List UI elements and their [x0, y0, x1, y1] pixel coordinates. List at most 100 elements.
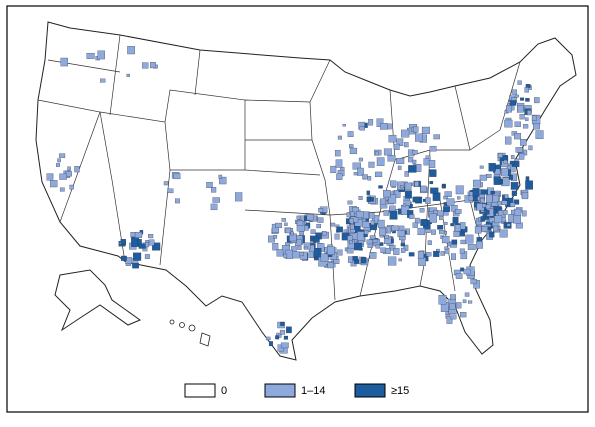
county-patch	[488, 163, 496, 172]
county-patch	[470, 278, 477, 285]
county-patch	[451, 239, 458, 245]
county-patch	[173, 173, 181, 180]
county-patch	[120, 239, 126, 245]
county-patch	[433, 134, 440, 140]
county-patch	[397, 230, 406, 237]
county-patch	[429, 213, 437, 223]
county-patch	[69, 184, 74, 190]
county-patch	[446, 198, 455, 206]
county-patch	[418, 257, 426, 266]
county-patch	[400, 247, 406, 253]
county-patch	[56, 163, 60, 167]
county-patch	[398, 258, 402, 262]
county-patch	[494, 215, 503, 224]
county-patch	[534, 97, 540, 104]
county-patch	[393, 248, 400, 255]
county-patch	[430, 187, 439, 194]
county-patch	[350, 229, 356, 233]
county-patch	[450, 223, 455, 227]
county-patch	[376, 157, 385, 166]
county-patch	[167, 188, 174, 194]
county-patch	[446, 316, 453, 324]
county-patch	[480, 216, 486, 222]
county-patch	[425, 197, 431, 204]
county-patch	[449, 303, 456, 310]
county-patch	[467, 244, 476, 250]
county-patch	[502, 156, 509, 161]
county-patch	[439, 216, 444, 220]
county-patch	[330, 222, 336, 227]
county-patch	[472, 188, 480, 197]
county-patch	[403, 142, 409, 148]
county-patch	[455, 302, 462, 309]
county-patch	[391, 225, 400, 231]
county-patch	[374, 151, 379, 156]
county-patch	[400, 243, 406, 247]
county-patch	[487, 226, 492, 231]
county-patch	[206, 182, 213, 188]
county-patch	[376, 118, 384, 127]
county-patch	[59, 187, 65, 192]
county-patch	[455, 273, 463, 279]
county-patch	[429, 169, 437, 177]
county-patch	[441, 184, 446, 188]
county-patch	[433, 250, 440, 257]
county-patch	[370, 197, 374, 202]
county-patch	[335, 159, 343, 168]
county-patch	[333, 259, 340, 264]
county-patch	[509, 202, 516, 208]
county-patch	[514, 133, 522, 140]
county-patch	[511, 89, 517, 95]
county-patch	[513, 199, 520, 205]
county-patch	[428, 160, 436, 168]
county-patch	[421, 126, 430, 134]
county-patch	[460, 239, 467, 245]
county-patch	[372, 215, 380, 224]
county-patch	[375, 244, 381, 249]
county-patch	[504, 194, 509, 199]
county-patch	[375, 171, 383, 178]
county-patch	[268, 341, 273, 347]
alaska-outline	[54, 269, 142, 332]
county-patch	[513, 214, 521, 224]
county-patch	[444, 191, 452, 197]
county-patch	[502, 210, 508, 215]
county-patch	[317, 217, 324, 223]
county-patch	[100, 78, 106, 83]
county-patch	[451, 253, 457, 260]
county-patch	[408, 252, 415, 257]
county-patch	[460, 267, 464, 272]
county-patch	[150, 62, 156, 69]
county-patch	[74, 166, 80, 173]
county-patch	[355, 211, 364, 218]
county-patch	[334, 150, 341, 157]
legend-label: ≥15	[391, 385, 409, 397]
county-patch	[465, 234, 474, 244]
county-patch	[318, 208, 324, 213]
county-patch	[144, 254, 150, 259]
county-patch	[420, 219, 428, 226]
county-patch	[417, 251, 424, 259]
county-patch	[525, 98, 530, 102]
county-patch	[497, 153, 503, 158]
county-patch	[492, 194, 500, 203]
county-patch	[472, 196, 478, 202]
county-patch	[402, 203, 407, 207]
county-patch	[292, 251, 300, 259]
county-patch	[283, 253, 288, 259]
county-patch	[320, 253, 329, 262]
county-patch	[437, 210, 444, 217]
county-patch	[412, 222, 418, 228]
county-patch	[138, 243, 146, 249]
county-patch	[310, 229, 316, 234]
county-patch	[509, 160, 515, 165]
county-patch	[268, 235, 275, 243]
county-patch	[353, 172, 358, 176]
county-patch	[517, 105, 524, 113]
county-patch	[50, 180, 58, 188]
county-patch	[349, 240, 353, 245]
county-patch	[412, 159, 417, 164]
county-patch	[368, 119, 374, 126]
county-patch	[508, 174, 513, 180]
